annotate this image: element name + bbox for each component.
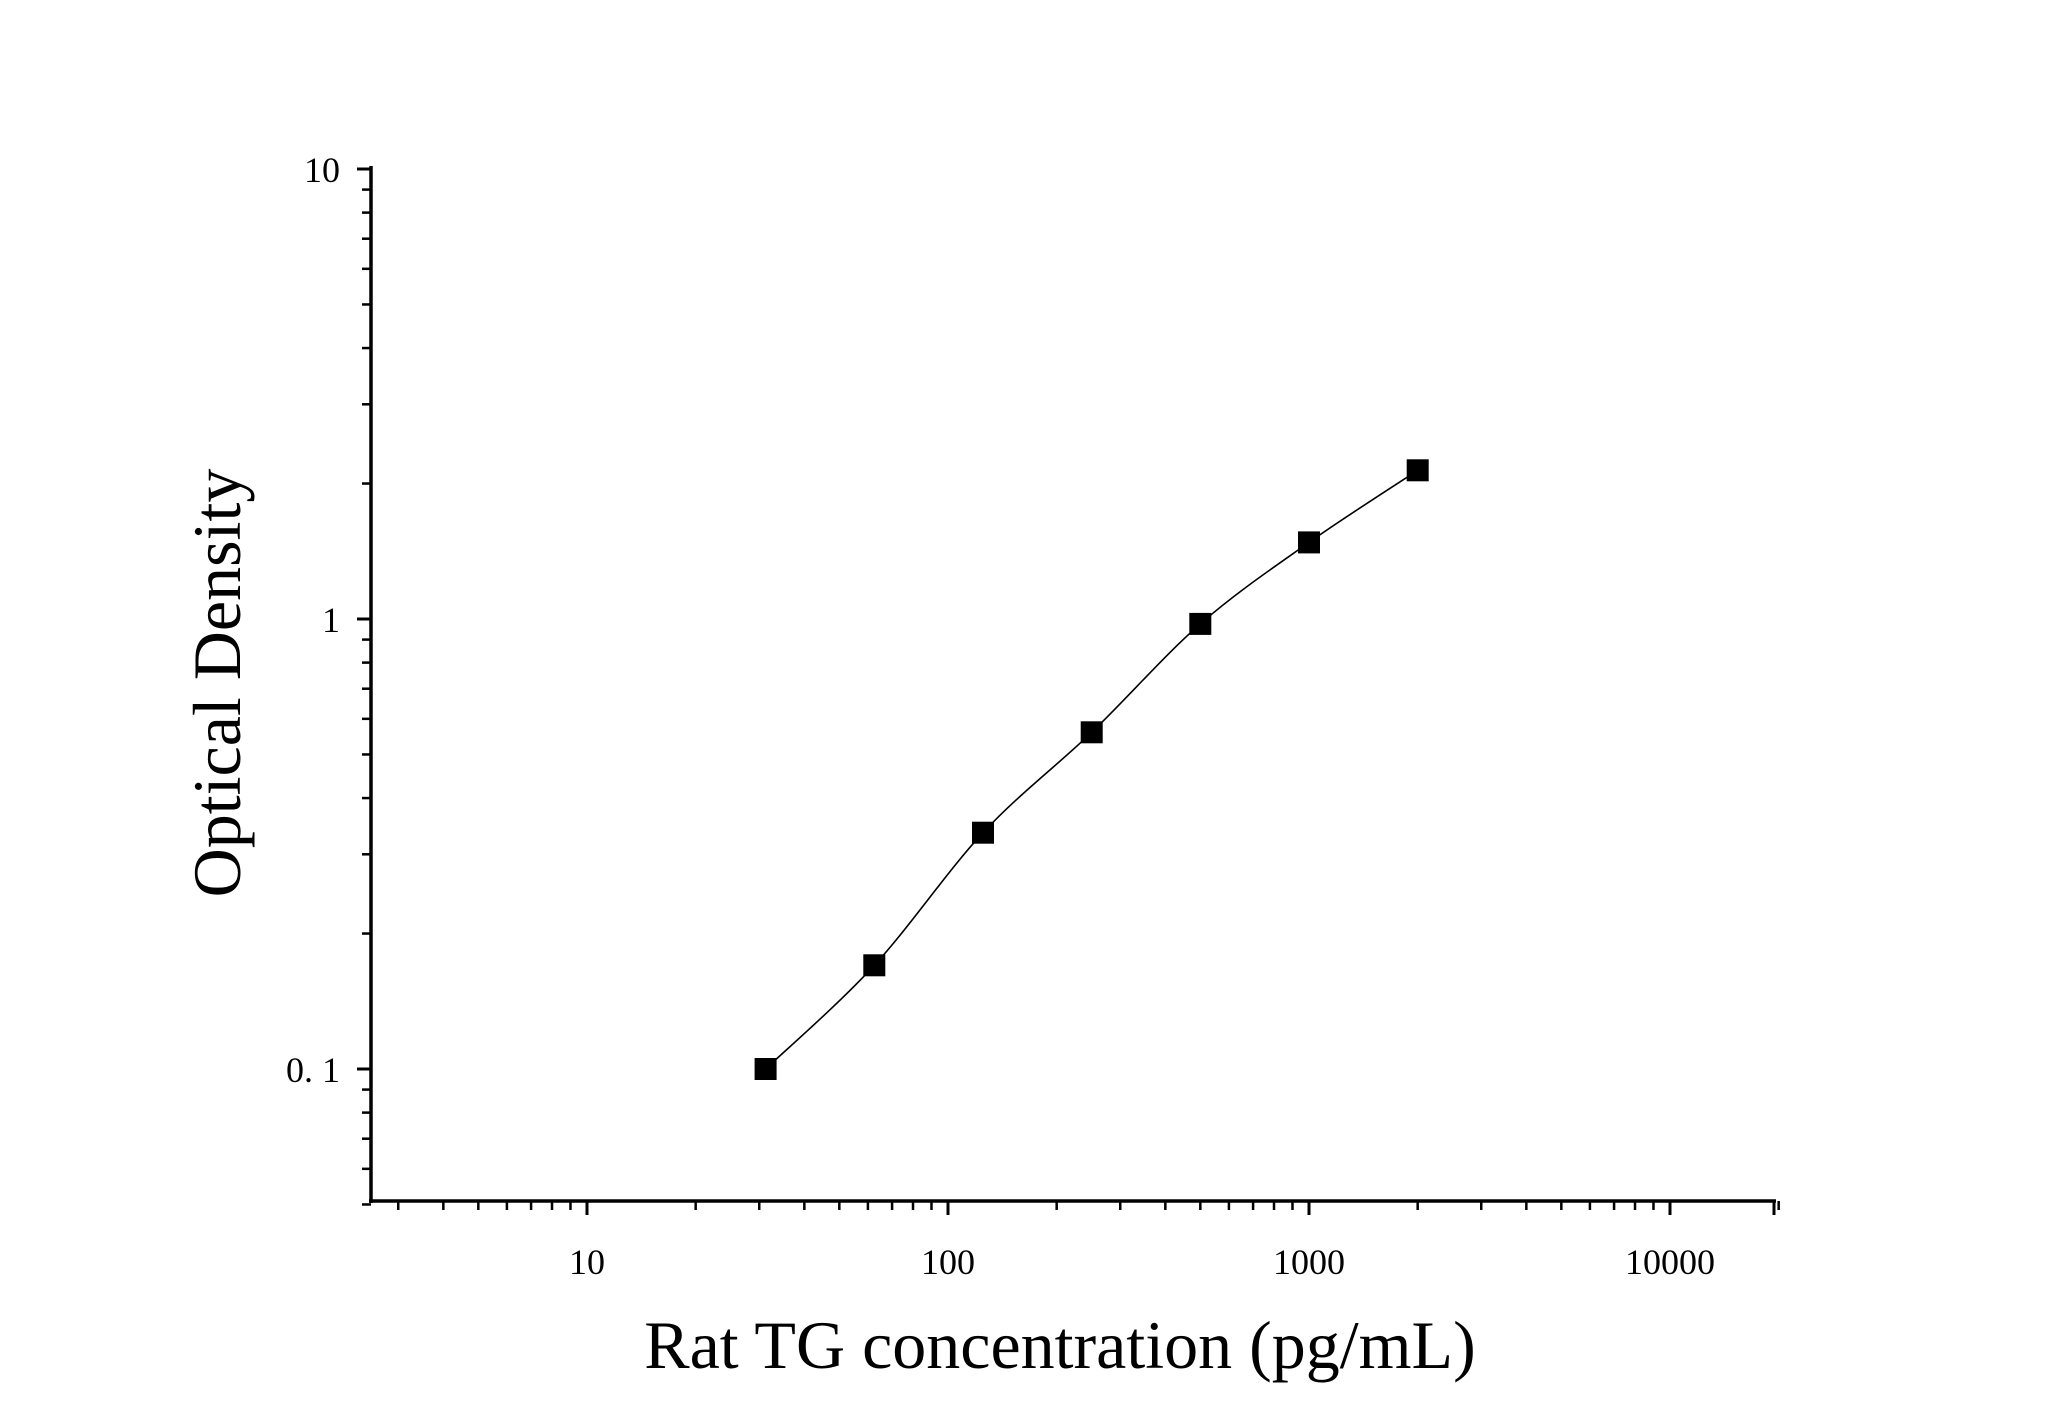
data-point — [754, 1058, 777, 1080]
x-tick-label: 10000 — [1625, 1242, 1715, 1282]
x-tick-label: 1000 — [1273, 1242, 1345, 1282]
data-point — [1406, 459, 1429, 482]
data-point — [1189, 612, 1212, 635]
x-axis-title: Rat TG concentration (pg/mL) — [644, 1307, 1476, 1383]
y-axis-title: Optical Density — [179, 469, 255, 898]
x-tick-labels: 10 100 1000 10000 — [569, 1242, 1715, 1282]
x-tick-label: 100 — [921, 1242, 975, 1282]
data-point — [972, 821, 994, 844]
x-ticks — [396, 1201, 1780, 1215]
y-ticks — [357, 167, 371, 1206]
x-tick-label: 10 — [569, 1242, 605, 1282]
y-tick-label: 1 — [322, 600, 340, 640]
fit-curve — [765, 469, 1419, 1070]
data-point — [1298, 531, 1320, 554]
y-tick-labels: 0. 1 1 10 — [286, 150, 340, 1090]
y-tick-label: 10 — [304, 150, 340, 190]
axes — [369, 166, 1776, 1203]
data-points — [754, 459, 1429, 1080]
data-point — [1080, 721, 1103, 744]
y-tick-label: 0. 1 — [286, 1050, 340, 1090]
data-point — [863, 954, 886, 977]
